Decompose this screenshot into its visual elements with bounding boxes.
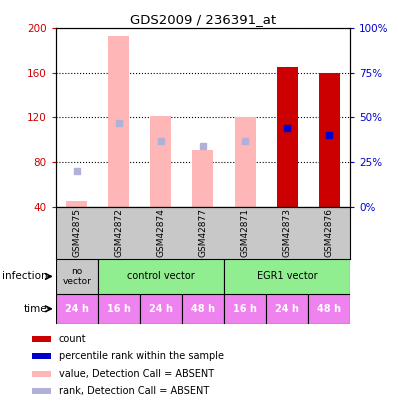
Bar bbox=[98, 294, 140, 324]
Text: GSM42874: GSM42874 bbox=[156, 209, 166, 257]
Text: count: count bbox=[59, 334, 86, 344]
Bar bbox=[56, 294, 98, 324]
Bar bbox=[32, 336, 51, 342]
Text: 16 h: 16 h bbox=[233, 304, 257, 314]
Text: rank, Detection Call = ABSENT: rank, Detection Call = ABSENT bbox=[59, 386, 209, 396]
Bar bbox=[319, 73, 340, 207]
Bar bbox=[193, 150, 213, 207]
Text: 48 h: 48 h bbox=[191, 304, 215, 314]
Text: GSM42872: GSM42872 bbox=[114, 209, 123, 257]
Text: 24 h: 24 h bbox=[275, 304, 299, 314]
Text: GSM42873: GSM42873 bbox=[283, 209, 292, 257]
Bar bbox=[224, 259, 350, 294]
Text: control vector: control vector bbox=[127, 271, 195, 281]
Text: no
vector: no vector bbox=[62, 267, 91, 286]
Text: time: time bbox=[24, 304, 48, 314]
Title: GDS2009 / 236391_at: GDS2009 / 236391_at bbox=[130, 13, 276, 26]
Bar bbox=[66, 201, 87, 207]
Bar bbox=[182, 294, 224, 324]
Bar bbox=[150, 116, 172, 207]
Bar bbox=[32, 371, 51, 377]
Text: infection: infection bbox=[2, 271, 48, 281]
Text: EGR1 vector: EGR1 vector bbox=[257, 271, 318, 281]
Text: 24 h: 24 h bbox=[65, 304, 89, 314]
Text: percentile rank within the sample: percentile rank within the sample bbox=[59, 351, 224, 361]
Bar bbox=[224, 294, 266, 324]
Bar bbox=[266, 294, 308, 324]
Bar bbox=[32, 354, 51, 359]
Text: GSM42876: GSM42876 bbox=[325, 209, 334, 257]
Text: 24 h: 24 h bbox=[149, 304, 173, 314]
Bar bbox=[32, 388, 51, 394]
Bar bbox=[98, 259, 224, 294]
Bar bbox=[234, 117, 256, 207]
Text: GSM42875: GSM42875 bbox=[72, 209, 81, 257]
Text: 16 h: 16 h bbox=[107, 304, 131, 314]
Text: GSM42877: GSM42877 bbox=[199, 209, 207, 257]
Bar bbox=[308, 294, 350, 324]
Text: value, Detection Call = ABSENT: value, Detection Call = ABSENT bbox=[59, 369, 214, 379]
Text: GSM42871: GSM42871 bbox=[240, 209, 250, 257]
Bar bbox=[108, 36, 129, 207]
Bar bbox=[140, 294, 182, 324]
Bar bbox=[277, 67, 298, 207]
Bar bbox=[56, 259, 98, 294]
Text: 48 h: 48 h bbox=[317, 304, 341, 314]
